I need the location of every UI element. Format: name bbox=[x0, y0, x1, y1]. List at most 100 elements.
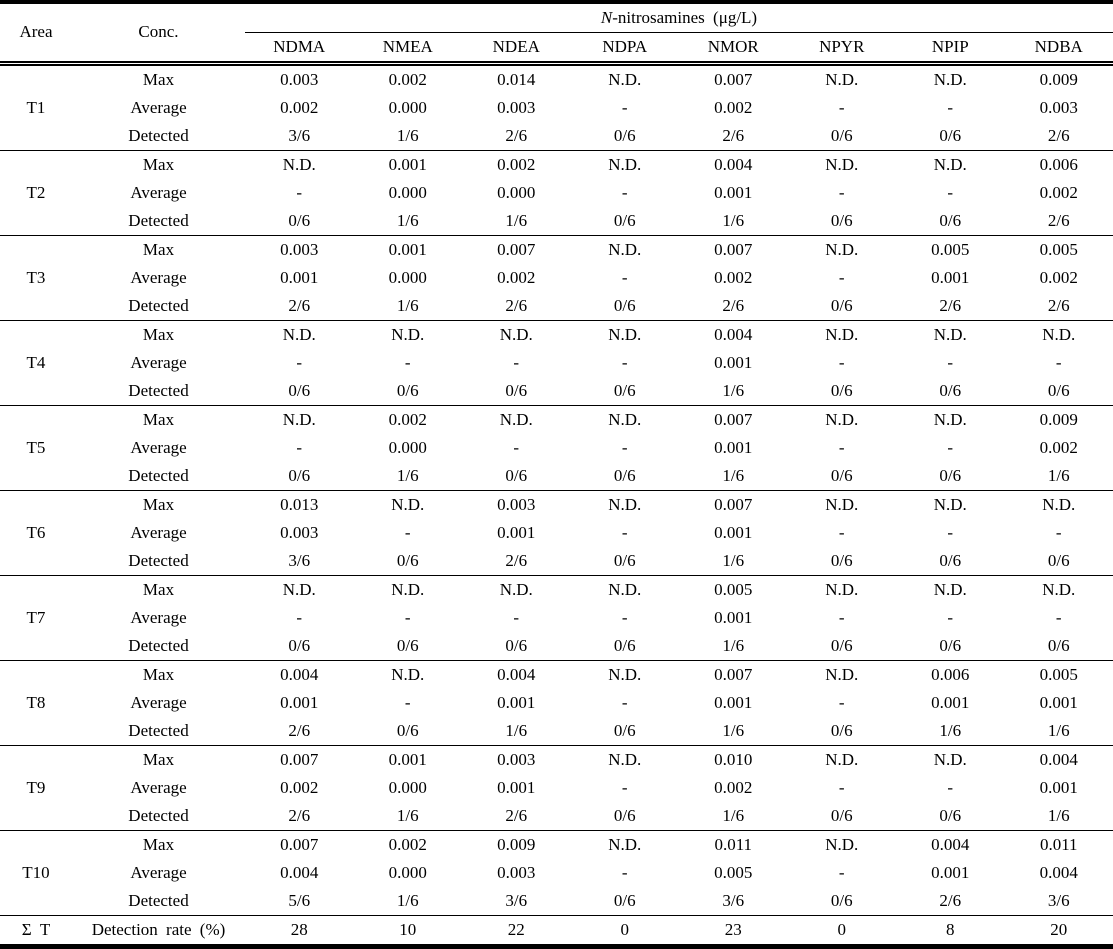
value-cell-npip: 0/6 bbox=[896, 207, 1005, 236]
value-cell-ndpa: N.D. bbox=[571, 746, 680, 775]
value-cell-ndpa: 0/6 bbox=[571, 462, 680, 491]
value-cell-ndma: N.D. bbox=[245, 321, 354, 350]
value-cell-npip: 0.001 bbox=[896, 859, 1005, 887]
conc-type-label: Average bbox=[72, 689, 245, 717]
conc-type-label: Max bbox=[72, 491, 245, 520]
value-cell-ndpa: 0/6 bbox=[571, 717, 680, 746]
area-label: T4 bbox=[0, 321, 72, 406]
value-cell-npip: N.D. bbox=[896, 64, 1005, 95]
value-cell-nmea: - bbox=[354, 689, 463, 717]
value-cell-npyr: - bbox=[788, 519, 897, 547]
value-cell-npip: 0/6 bbox=[896, 632, 1005, 661]
value-cell-nmor: 0.001 bbox=[679, 519, 788, 547]
value-cell-nmea: 1/6 bbox=[354, 802, 463, 831]
value-cell-ndma: 3/6 bbox=[245, 547, 354, 576]
value-cell-nmor: 3/6 bbox=[679, 887, 788, 916]
value-cell-ndea: 1/6 bbox=[462, 207, 571, 236]
value-cell-npyr: 0/6 bbox=[788, 547, 897, 576]
value-cell-npyr: - bbox=[788, 604, 897, 632]
value-cell-ndea: 0.000 bbox=[462, 179, 571, 207]
value-cell-ndba: 0.009 bbox=[1005, 64, 1113, 95]
value-cell-npip: 0/6 bbox=[896, 377, 1005, 406]
value-cell-npyr: 0/6 bbox=[788, 292, 897, 321]
value-cell-npyr: - bbox=[788, 94, 897, 122]
value-cell-nmor: 0.001 bbox=[679, 604, 788, 632]
conc-type-label: Detected bbox=[72, 887, 245, 916]
value-cell-ndpa: 0/6 bbox=[571, 887, 680, 916]
conc-type-label: Average bbox=[72, 179, 245, 207]
value-cell-ndma: 0.002 bbox=[245, 94, 354, 122]
value-cell-ndpa: N.D. bbox=[571, 491, 680, 520]
value-cell-nmor: 0.007 bbox=[679, 491, 788, 520]
value-cell-ndba: 0.006 bbox=[1005, 151, 1113, 180]
conc-type-label: Detected bbox=[72, 377, 245, 406]
value-cell-ndba: 0/6 bbox=[1005, 632, 1113, 661]
value-cell-nmor: 1/6 bbox=[679, 717, 788, 746]
value-cell-ndea: 2/6 bbox=[462, 292, 571, 321]
value-cell-ndma: 0.001 bbox=[245, 264, 354, 292]
value-cell-ndma: 0.001 bbox=[245, 689, 354, 717]
value-cell-ndba: 0.002 bbox=[1005, 264, 1113, 292]
conc-type-label: Average bbox=[72, 519, 245, 547]
area-label: T1 bbox=[0, 64, 72, 151]
value-cell-ndea: N.D. bbox=[462, 576, 571, 605]
conc-type-label: Detected bbox=[72, 717, 245, 746]
value-cell-npip: N.D. bbox=[896, 746, 1005, 775]
value-cell-ndpa: N.D. bbox=[571, 406, 680, 435]
conc-type-label: Average bbox=[72, 774, 245, 802]
value-cell-npyr: N.D. bbox=[788, 151, 897, 180]
conc-type-label: Detected bbox=[72, 802, 245, 831]
column-header-ndpa: NDPA bbox=[571, 33, 680, 64]
value-cell-npyr: N.D. bbox=[788, 491, 897, 520]
value-cell-ndea: N.D. bbox=[462, 406, 571, 435]
value-cell-nmea: N.D. bbox=[354, 576, 463, 605]
conc-type-label: Max bbox=[72, 661, 245, 690]
value-cell-nmor: 0.005 bbox=[679, 576, 788, 605]
value-cell-npyr: - bbox=[788, 434, 897, 462]
span-header-rest: -nitrosamines (μg/L) bbox=[612, 8, 757, 27]
value-cell-nmea: 1/6 bbox=[354, 887, 463, 916]
value-cell-nmea: 0.001 bbox=[354, 236, 463, 265]
value-cell-nmea: N.D. bbox=[354, 491, 463, 520]
value-cell-npyr: N.D. bbox=[788, 831, 897, 860]
value-cell-nmor: 0.002 bbox=[679, 264, 788, 292]
value-cell-npyr: - bbox=[788, 349, 897, 377]
value-cell-ndpa: 0/6 bbox=[571, 122, 680, 151]
value-cell-nmor: 1/6 bbox=[679, 802, 788, 831]
value-cell-npip: N.D. bbox=[896, 151, 1005, 180]
value-cell-npyr: - bbox=[788, 264, 897, 292]
value-cell-ndpa: N.D. bbox=[571, 236, 680, 265]
value-cell-ndea: 0/6 bbox=[462, 377, 571, 406]
area-label: T9 bbox=[0, 746, 72, 831]
column-header-ndea: NDEA bbox=[462, 33, 571, 64]
table-row: Average----0.001--- bbox=[0, 349, 1113, 377]
value-cell-ndba: N.D. bbox=[1005, 321, 1113, 350]
value-cell-ndea: 0/6 bbox=[462, 632, 571, 661]
value-cell-nmea: 0.000 bbox=[354, 434, 463, 462]
value-cell-ndma: 0.003 bbox=[245, 236, 354, 265]
value-cell-npip: N.D. bbox=[896, 576, 1005, 605]
value-cell-ndpa: 0/6 bbox=[571, 292, 680, 321]
value-cell-npip: 2/6 bbox=[896, 292, 1005, 321]
value-cell-ndba: N.D. bbox=[1005, 491, 1113, 520]
value-cell-ndba: 3/6 bbox=[1005, 887, 1113, 916]
value-cell-ndba: 1/6 bbox=[1005, 802, 1113, 831]
value-cell-ndpa: - bbox=[571, 264, 680, 292]
value-cell-ndpa: - bbox=[571, 519, 680, 547]
value-cell-ndea: 2/6 bbox=[462, 547, 571, 576]
value-cell-npyr: 0/6 bbox=[788, 377, 897, 406]
column-header-npip: NPIP bbox=[896, 33, 1005, 64]
value-cell-ndma: - bbox=[245, 179, 354, 207]
area-label: T3 bbox=[0, 236, 72, 321]
value-cell-ndea: 1/6 bbox=[462, 717, 571, 746]
value-cell-npyr: 0/6 bbox=[788, 462, 897, 491]
conc-type-label: Average bbox=[72, 434, 245, 462]
